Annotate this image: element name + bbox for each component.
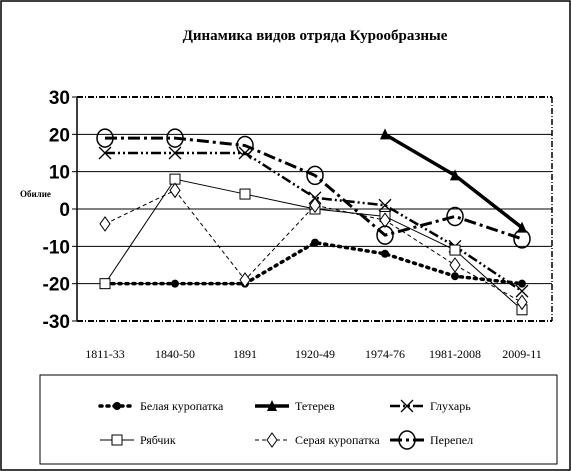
legend-entry-4: Рябчик bbox=[100, 433, 176, 447]
data-point bbox=[518, 279, 526, 288]
axes bbox=[72, 96, 553, 322]
y-axis-label: Обилие bbox=[20, 189, 51, 199]
legend-label: Белая куропатка bbox=[140, 399, 224, 413]
x-tick-label: 1840-50 bbox=[155, 347, 195, 361]
data-point bbox=[376, 225, 394, 245]
data-point bbox=[99, 216, 111, 232]
data-point bbox=[311, 238, 319, 247]
legend-marker bbox=[266, 432, 278, 448]
y-tick-label: -30 bbox=[43, 312, 70, 333]
plot-area bbox=[96, 128, 531, 316]
legend-entry-6: Перепел bbox=[390, 430, 473, 450]
y-tick-label: 30 bbox=[49, 88, 70, 109]
x-tick-label: 1974-76 bbox=[365, 347, 405, 361]
data-point bbox=[239, 272, 251, 288]
y-tick-label: 20 bbox=[49, 125, 70, 146]
y-tick-label: -10 bbox=[43, 237, 70, 258]
legend-label: Тетерев bbox=[295, 399, 335, 413]
legend-label: Глухарь bbox=[430, 399, 471, 413]
series-line bbox=[105, 136, 523, 241]
legend-marker bbox=[267, 400, 277, 411]
legend: Белая куропатка Тетерев Глухарь Рябчик Серая… bbox=[98, 399, 473, 450]
legend-label: Перепел bbox=[430, 433, 473, 447]
legend-label: Серая куропатка bbox=[295, 433, 380, 447]
legend-entry-2: Тетерев bbox=[255, 399, 335, 413]
series-5 bbox=[99, 182, 528, 311]
legend-marker bbox=[398, 430, 416, 450]
x-ticks: 1811-33 1840-50 1891 1920-49 1974-76 1981-200… bbox=[85, 347, 542, 361]
legend-entry-5: Серая куропатка bbox=[255, 432, 380, 448]
chart-title: Динамика видов отряда Курообразные bbox=[183, 28, 448, 44]
x-tick-label: 1920-49 bbox=[295, 347, 335, 361]
data-point bbox=[380, 128, 390, 140]
legend-marker bbox=[400, 399, 414, 413]
legend-box bbox=[39, 374, 558, 465]
data-point bbox=[309, 197, 321, 214]
y-tick-label: -20 bbox=[43, 275, 70, 296]
data-point bbox=[451, 272, 459, 281]
data-point bbox=[96, 128, 114, 148]
data-point bbox=[98, 146, 112, 160]
x-tick-label: 1811-33 bbox=[85, 347, 125, 361]
data-point bbox=[515, 284, 529, 298]
x-tick-label: 1981-2008 bbox=[429, 347, 481, 361]
data-point bbox=[238, 146, 252, 160]
data-point bbox=[381, 249, 389, 258]
data-point bbox=[99, 278, 111, 290]
x-tick-label: 1891 bbox=[233, 347, 257, 361]
legend-marker bbox=[113, 402, 121, 410]
x-tick-label: 2009-11 bbox=[502, 347, 542, 361]
data-point bbox=[516, 294, 528, 311]
data-point bbox=[513, 229, 531, 249]
data-point bbox=[169, 182, 181, 199]
y-ticks: 30 20 10 0 -10 -20 -30 bbox=[43, 88, 70, 333]
data-point bbox=[239, 188, 251, 200]
y-tick-label: 0 bbox=[59, 200, 70, 221]
data-point bbox=[450, 169, 460, 181]
legend-entry-3: Глухарь bbox=[390, 399, 471, 413]
legend-marker bbox=[111, 434, 123, 446]
series-6 bbox=[96, 128, 531, 249]
data-point bbox=[449, 257, 461, 273]
data-point bbox=[166, 128, 184, 148]
legend-label: Рябчик bbox=[140, 433, 176, 447]
data-point bbox=[168, 146, 182, 160]
y-tick-label: 10 bbox=[49, 163, 70, 184]
data-point bbox=[171, 279, 179, 288]
data-point bbox=[306, 165, 324, 186]
data-point bbox=[446, 206, 464, 227]
data-point bbox=[378, 198, 392, 212]
data-point bbox=[449, 244, 461, 256]
data-point bbox=[379, 212, 391, 229]
legend-entry-1: Белая куропатка bbox=[98, 399, 224, 413]
data-point bbox=[236, 135, 254, 156]
